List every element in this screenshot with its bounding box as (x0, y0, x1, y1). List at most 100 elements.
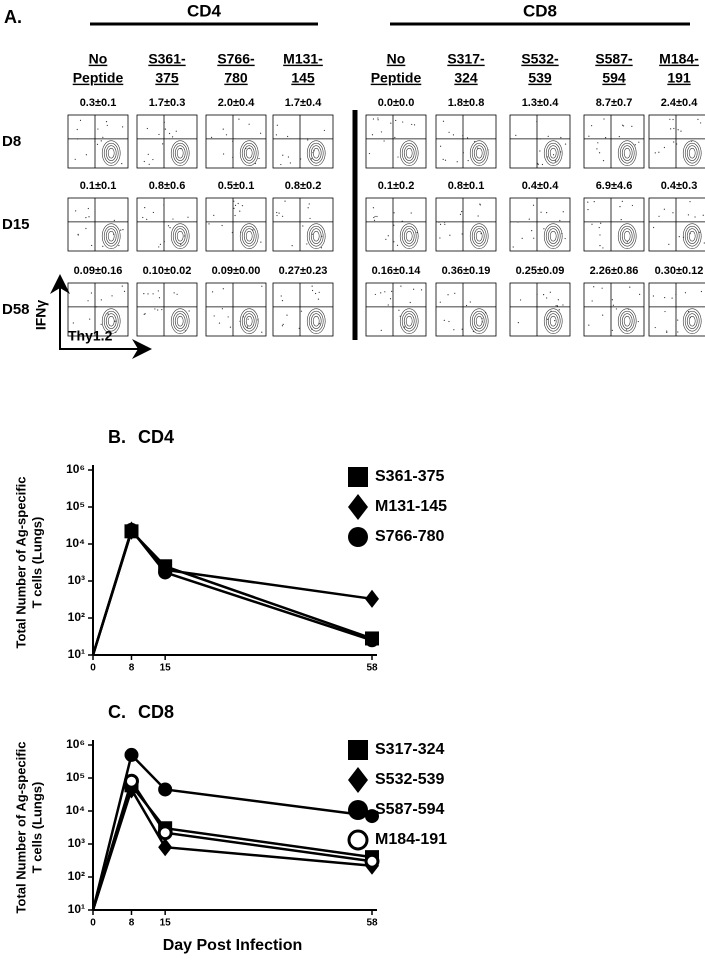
contour (549, 147, 557, 159)
event-dot (629, 286, 631, 288)
contour (686, 145, 698, 161)
event-dot (245, 147, 247, 150)
contour (473, 228, 485, 244)
peptide-label: No (89, 51, 108, 67)
event-dot (564, 143, 567, 145)
peptide-label: M131- (283, 51, 323, 67)
event-dot (380, 329, 382, 332)
contour (543, 140, 563, 166)
event-dot (180, 243, 182, 246)
contour (617, 308, 637, 334)
event-dot (372, 118, 375, 120)
event-dot (172, 218, 174, 220)
y-tick-label: 10⁴ (66, 536, 85, 550)
event-dot (611, 329, 613, 331)
percent-label: 0.8±0.1 (448, 180, 485, 192)
event-dot (146, 127, 148, 130)
flow-plot (435, 197, 497, 252)
event-dot (550, 310, 552, 312)
event-dot (474, 329, 477, 331)
contour (101, 308, 121, 334)
contour (310, 313, 322, 329)
event-dot (208, 223, 210, 225)
event-dot (158, 297, 161, 299)
contour (172, 310, 188, 332)
contour (243, 145, 255, 161)
event-dot (539, 138, 541, 140)
x-tick-label: 58 (366, 918, 378, 929)
x-tick-label: 15 (160, 663, 172, 674)
peptide-label: 191 (667, 70, 691, 86)
y-tick-label: 10¹ (68, 902, 85, 916)
event-dot (259, 132, 262, 134)
event-dot (95, 306, 97, 308)
event-dot (239, 210, 241, 212)
x-tick-label: 15 (160, 918, 172, 929)
event-dot (94, 141, 96, 143)
flow-plot (365, 114, 427, 169)
event-dot (148, 163, 150, 165)
percent-label: 0.1±0.1 (80, 180, 117, 192)
event-dot (314, 292, 317, 295)
event-dot (371, 134, 374, 136)
event-dot (143, 313, 145, 315)
event-dot (537, 162, 539, 165)
event-dot (372, 207, 375, 209)
contour (245, 315, 253, 327)
contour (401, 225, 417, 247)
event-dot (401, 220, 403, 222)
event-dot (666, 330, 668, 332)
event-dot (100, 299, 102, 301)
event-dot (152, 211, 154, 214)
event-dot (142, 216, 144, 219)
legend-label: S317-324 (375, 741, 444, 758)
contour (471, 310, 487, 332)
event-dot (443, 319, 445, 321)
flow-plot (67, 282, 129, 337)
contour (405, 147, 413, 159)
legend-label: S766-780 (375, 528, 444, 545)
marker (158, 838, 173, 857)
contour (403, 145, 415, 161)
event-dot (472, 330, 475, 333)
event-dot (72, 322, 74, 324)
event-dot (280, 295, 282, 297)
event-dot (280, 163, 282, 166)
marker (365, 809, 379, 824)
event-dot (689, 317, 691, 319)
event-dot (187, 216, 189, 218)
contour (547, 228, 559, 244)
event-dot (663, 146, 666, 149)
event-dot (154, 308, 156, 310)
event-dot (669, 118, 671, 120)
event-dot (171, 136, 174, 138)
legend-marker (347, 829, 369, 851)
contour (312, 230, 320, 242)
contour (241, 225, 257, 247)
contour (547, 313, 559, 329)
event-dot (663, 208, 665, 210)
event-dot (694, 216, 696, 218)
contour (619, 225, 635, 247)
event-dot (85, 216, 87, 219)
event-dot (611, 299, 613, 301)
event-dot (121, 162, 123, 165)
contour (688, 230, 696, 242)
contour (619, 310, 635, 332)
event-dot (652, 226, 655, 229)
peptide-label: 324 (454, 70, 478, 86)
event-dot (626, 241, 628, 243)
event-dot (637, 320, 639, 323)
contour (170, 223, 190, 249)
event-dot (163, 241, 165, 243)
event-dot (664, 296, 666, 299)
event-dot (700, 122, 702, 124)
contour (471, 225, 487, 247)
event-dot (260, 241, 262, 243)
contour (545, 225, 561, 247)
event-dot (248, 147, 250, 149)
event-dot (599, 234, 601, 236)
y-tick-label: 10³ (68, 573, 85, 587)
event-dot (547, 135, 549, 137)
event-dot (477, 215, 479, 217)
